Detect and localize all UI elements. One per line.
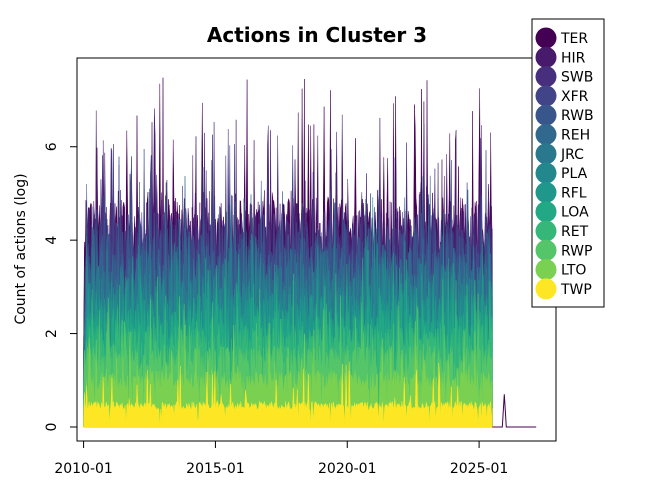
legend-label-loa: LOA — [561, 205, 589, 221]
legend-label-rwb: RWB — [561, 108, 594, 124]
y-axis-label: Count of actions (log) — [13, 173, 29, 324]
legend-label-rwp: RWP — [561, 243, 592, 259]
chart-title: Actions in Cluster 3 — [207, 23, 427, 47]
legend-label-pla: PLA — [561, 166, 588, 182]
legend-label-lto: LTO — [561, 263, 586, 279]
x-axis: 2010-01 2015-01 2020-01 2025-01 — [54, 440, 509, 477]
y-tick-label: 0 — [44, 423, 60, 432]
legend-label-ret: RET — [561, 224, 589, 240]
legend-swatch-reh — [535, 124, 557, 145]
legend-label-reh: REH — [561, 128, 590, 144]
series-tail-line — [492, 394, 537, 428]
legend-label-twp: TWP — [560, 282, 592, 298]
y-tick-label: 4 — [44, 236, 60, 245]
legend-swatch-rwb — [535, 104, 557, 126]
x-tick-label: 2015-01 — [186, 461, 245, 477]
series-area-twp — [83, 361, 493, 428]
legend-swatch-swb — [535, 66, 557, 88]
legend-swatch-jrc — [535, 143, 557, 165]
x-tick-label: 2010-01 — [54, 461, 113, 477]
legend: TER HIR SWB XFR RWB REH JRC PLA RFL LOA RET RWP LTO T… — [531, 18, 605, 308]
y-tick-label: 6 — [44, 142, 60, 151]
legend-swatch-twp — [535, 278, 557, 300]
series-area-lto — [83, 320, 493, 428]
legend-label-hir: HIR — [561, 50, 586, 66]
legend-label-swb: SWB — [561, 70, 593, 86]
legend-swatch-rfl — [535, 181, 557, 203]
legend-swatch-lto — [535, 259, 557, 281]
x-tick-label: 2025-01 — [450, 461, 509, 477]
legend-swatch-xfr — [535, 85, 557, 107]
legend-swatch-rwp — [535, 239, 557, 261]
y-axis: 0 2 4 6 — [44, 142, 78, 432]
legend-swatch-hir — [535, 46, 557, 68]
legend-label-xfr: XFR — [561, 89, 589, 105]
x-tick-label: 2020-01 — [318, 461, 377, 477]
legend-label-ter: TER — [560, 31, 588, 47]
y-tick-label: 2 — [44, 329, 60, 338]
legend-swatch-loa — [535, 201, 557, 223]
legend-swatch-ter — [535, 27, 557, 49]
legend-swatch-pla — [535, 162, 557, 184]
legend-label-jrc: JRC — [560, 147, 584, 163]
legend-label-rfl: RFL — [561, 185, 587, 201]
plot-series-group — [83, 77, 537, 428]
legend-swatch-ret — [535, 220, 557, 242]
